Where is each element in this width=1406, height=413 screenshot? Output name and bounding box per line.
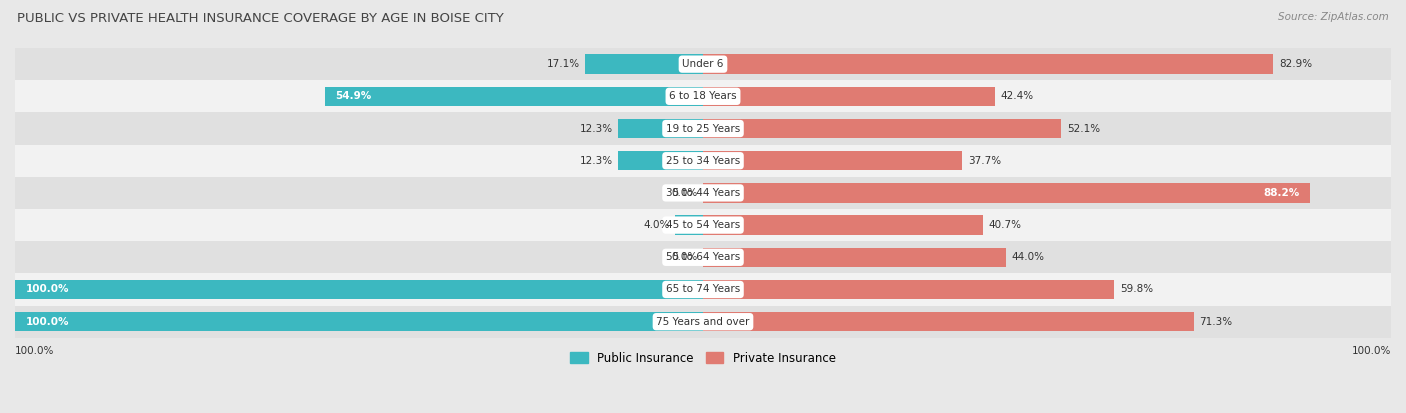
FancyBboxPatch shape <box>15 306 1391 338</box>
Text: 37.7%: 37.7% <box>967 156 1001 166</box>
Bar <box>703 216 983 235</box>
Bar <box>619 151 703 171</box>
FancyBboxPatch shape <box>15 177 1391 209</box>
Text: 75 Years and over: 75 Years and over <box>657 317 749 327</box>
Text: 12.3%: 12.3% <box>579 156 613 166</box>
Text: Under 6: Under 6 <box>682 59 724 69</box>
Text: 100.0%: 100.0% <box>15 346 55 356</box>
Text: 54.9%: 54.9% <box>336 91 371 101</box>
Text: 42.4%: 42.4% <box>1000 91 1033 101</box>
Bar <box>703 248 1005 267</box>
Text: 4.0%: 4.0% <box>644 220 671 230</box>
Bar <box>703 183 1310 202</box>
Text: 19 to 25 Years: 19 to 25 Years <box>666 123 740 133</box>
Text: 0.0%: 0.0% <box>671 188 697 198</box>
Bar <box>703 280 1115 299</box>
Text: 17.1%: 17.1% <box>547 59 579 69</box>
FancyBboxPatch shape <box>15 145 1391 177</box>
Text: 59.8%: 59.8% <box>1121 285 1153 294</box>
FancyBboxPatch shape <box>15 80 1391 112</box>
Bar <box>619 119 703 138</box>
Text: 82.9%: 82.9% <box>1279 59 1312 69</box>
Text: 55 to 64 Years: 55 to 64 Years <box>666 252 740 262</box>
Bar <box>703 55 1274 74</box>
Bar <box>15 312 703 331</box>
Legend: Public Insurance, Private Insurance: Public Insurance, Private Insurance <box>565 347 841 370</box>
Bar <box>703 119 1062 138</box>
Text: 35 to 44 Years: 35 to 44 Years <box>666 188 740 198</box>
Bar <box>675 216 703 235</box>
Text: 12.3%: 12.3% <box>579 123 613 133</box>
Text: Source: ZipAtlas.com: Source: ZipAtlas.com <box>1278 12 1389 22</box>
Text: 0.0%: 0.0% <box>671 252 697 262</box>
Text: 100.0%: 100.0% <box>25 285 69 294</box>
FancyBboxPatch shape <box>15 48 1391 80</box>
FancyBboxPatch shape <box>15 241 1391 273</box>
FancyBboxPatch shape <box>15 112 1391 145</box>
Text: 25 to 34 Years: 25 to 34 Years <box>666 156 740 166</box>
Text: 100.0%: 100.0% <box>25 317 69 327</box>
Text: 65 to 74 Years: 65 to 74 Years <box>666 285 740 294</box>
Bar <box>585 55 703 74</box>
Bar <box>703 312 1194 331</box>
Text: 6 to 18 Years: 6 to 18 Years <box>669 91 737 101</box>
Text: 45 to 54 Years: 45 to 54 Years <box>666 220 740 230</box>
Bar <box>325 87 703 106</box>
Text: 52.1%: 52.1% <box>1067 123 1099 133</box>
Bar <box>15 280 703 299</box>
FancyBboxPatch shape <box>15 209 1391 241</box>
Text: PUBLIC VS PRIVATE HEALTH INSURANCE COVERAGE BY AGE IN BOISE CITY: PUBLIC VS PRIVATE HEALTH INSURANCE COVER… <box>17 12 503 25</box>
FancyBboxPatch shape <box>15 273 1391 306</box>
Bar <box>703 151 962 171</box>
Text: 44.0%: 44.0% <box>1011 252 1045 262</box>
Text: 88.2%: 88.2% <box>1263 188 1299 198</box>
Text: 100.0%: 100.0% <box>1351 346 1391 356</box>
Text: 71.3%: 71.3% <box>1199 317 1232 327</box>
Text: 40.7%: 40.7% <box>988 220 1022 230</box>
Bar <box>703 87 994 106</box>
